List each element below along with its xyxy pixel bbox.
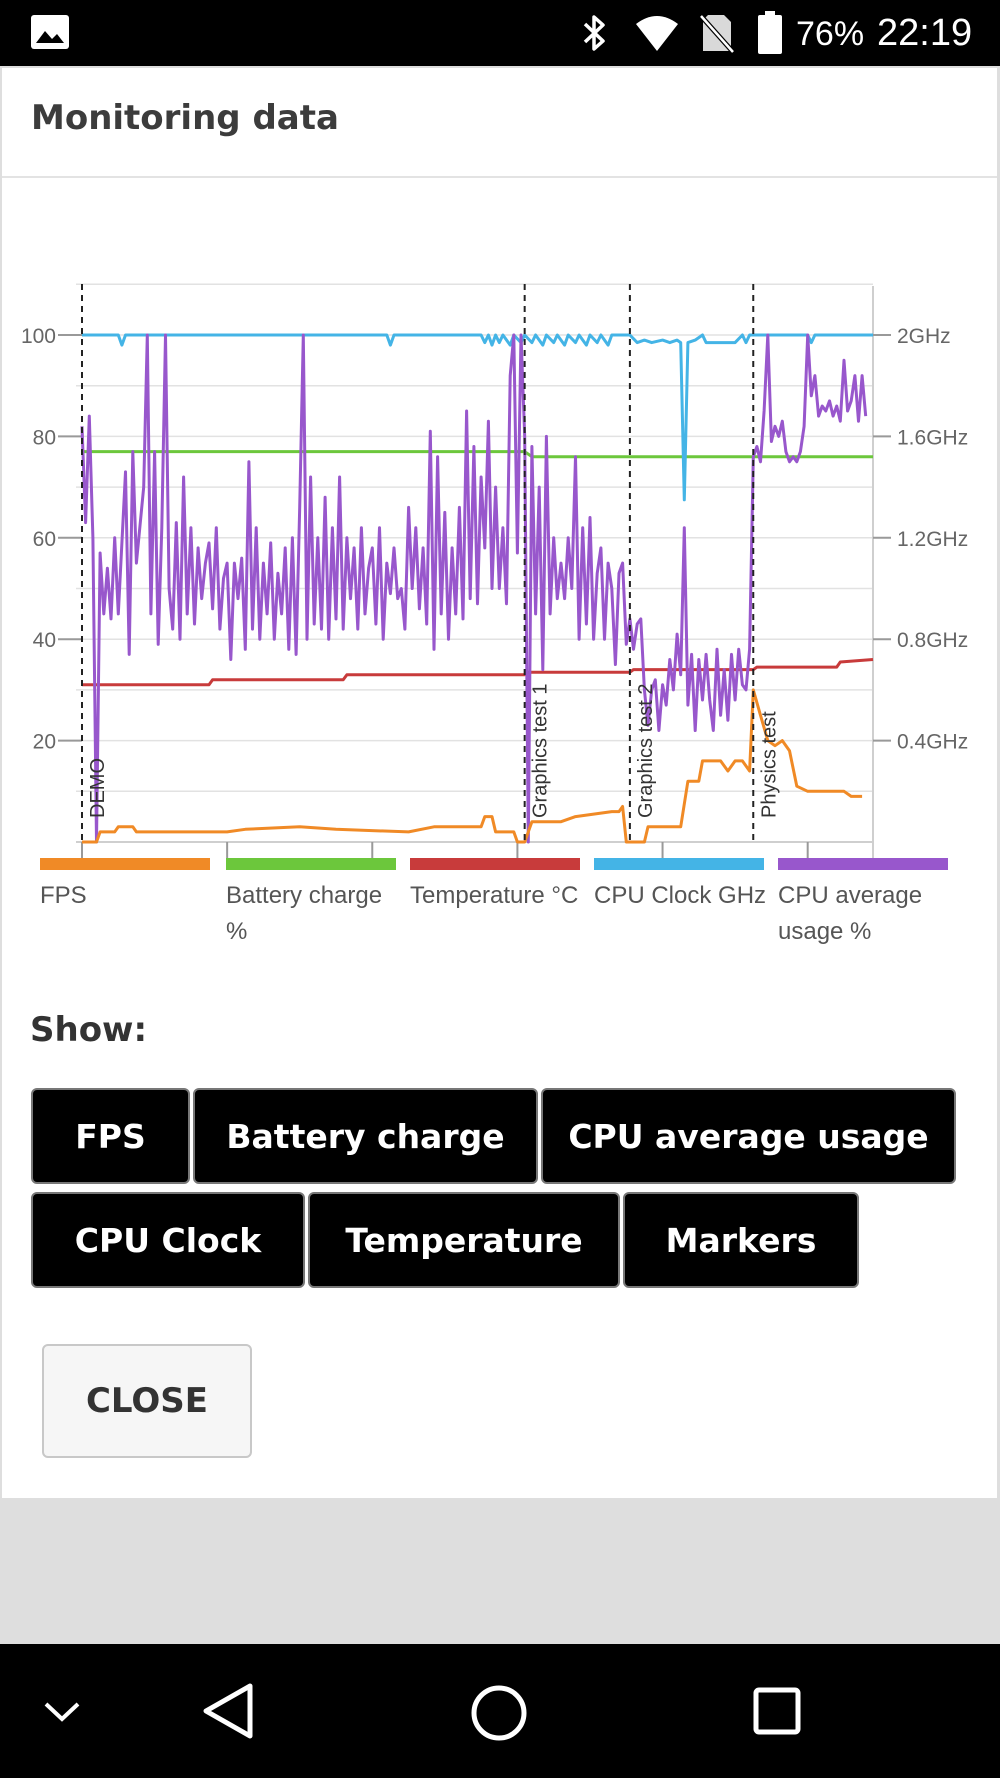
legend-item-fps: FPS	[40, 858, 220, 914]
y-left-tick-label: 40	[33, 629, 56, 652]
back-icon[interactable]	[200, 1682, 256, 1740]
y-left-tick-label: 60	[33, 528, 56, 551]
toggle-cpu-average-usage-button[interactable]: CPU average usage	[541, 1088, 956, 1184]
toggle-fps-button[interactable]: FPS	[31, 1088, 190, 1184]
dialog-title: Monitoring data	[31, 98, 339, 138]
y-right-tick-label: 2GHz	[897, 325, 951, 348]
legend-swatch	[778, 858, 948, 870]
legend-item-cpu-clock: CPU Clock GHz	[594, 858, 774, 914]
battery-percent: 76%	[796, 15, 865, 53]
toggle-cpu-clock-button[interactable]: CPU Clock	[31, 1192, 305, 1288]
clock: 22:19	[877, 12, 973, 54]
monitoring-chart: 204060801000.4GHz0.8GHz1.2GHz1.6GHz2GHz0…	[21, 283, 968, 868]
y-right-tick-label: 0.4GHz	[897, 731, 968, 754]
battery-icon	[758, 11, 782, 54]
legend-label: CPU average usage %	[778, 882, 923, 945]
navigation-bar	[0, 1644, 1000, 1778]
wifi-icon	[636, 16, 678, 51]
y-left-tick-label: 80	[33, 426, 56, 449]
legend-swatch	[594, 858, 764, 870]
y-right-tick-label: 1.6GHz	[897, 426, 968, 449]
legend-item-temperature: Temperature °C	[410, 858, 590, 914]
series-line-fps	[82, 688, 863, 844]
legend-label: Battery charge %	[226, 882, 383, 945]
chart-legend: FPS Battery charge % Temperature °C CPU …	[2, 858, 997, 978]
chevron-down-icon[interactable]	[40, 1689, 84, 1733]
status-bar: 76% 22:19	[0, 0, 1000, 66]
legend-swatch	[226, 858, 396, 870]
y-right-tick-label: 1.2GHz	[897, 528, 968, 551]
legend-label: CPU Clock GHz	[594, 882, 767, 909]
toggle-temperature-button[interactable]: Temperature	[308, 1192, 620, 1288]
monitoring-dialog: Monitoring data 20 40 60 80 100 0.4GHz 0.8GHz 1…	[2, 68, 997, 1498]
bluetooth-icon	[583, 15, 605, 51]
marker-label: Graphics test 2	[635, 683, 657, 818]
series-line-temperature-c	[82, 658, 874, 687]
close-button[interactable]: CLOSE	[42, 1344, 252, 1458]
series-line-cpu-average-usage	[80, 333, 868, 844]
marker-label: Graphics test 1	[530, 683, 552, 818]
legend-swatch	[40, 858, 210, 870]
legend-item-cpu-usage: CPU average usage %	[778, 858, 958, 950]
home-icon[interactable]	[470, 1684, 528, 1742]
toggle-battery-charge-button[interactable]: Battery charge	[193, 1088, 538, 1184]
legend-item-battery: Battery charge %	[226, 858, 406, 950]
legend-label: Temperature °C	[410, 882, 579, 909]
y-left-tick-label: 20	[33, 731, 56, 754]
y-right-tick-label: 0.8GHz	[897, 629, 968, 652]
legend-label: FPS	[40, 882, 87, 909]
toggle-markers-button[interactable]: Markers	[623, 1192, 859, 1288]
y-left-tick-label: 100	[21, 325, 56, 348]
show-label: Show:	[30, 1010, 148, 1050]
recents-icon[interactable]	[752, 1686, 802, 1736]
gallery-icon	[31, 15, 69, 49]
no-sim-icon	[700, 14, 734, 54]
marker-label: Physics test	[758, 711, 780, 818]
legend-swatch	[410, 858, 580, 870]
series-line-cpu-clock-ghz	[82, 333, 873, 502]
marker-label: DEMO	[87, 758, 109, 818]
dialog-header: Monitoring data	[2, 68, 997, 178]
